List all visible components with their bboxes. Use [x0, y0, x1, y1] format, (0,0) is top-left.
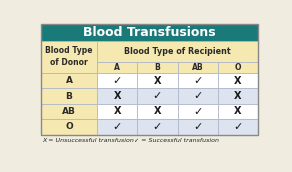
- Text: ✓: ✓: [112, 76, 122, 86]
- Text: ✓: ✓: [193, 122, 202, 132]
- Bar: [178, 73, 218, 88]
- Text: X = Unsuccessful transfusion: X = Unsuccessful transfusion: [43, 138, 135, 143]
- Bar: [41, 24, 258, 135]
- Text: X: X: [234, 106, 242, 116]
- Text: ✓: ✓: [233, 122, 243, 132]
- Bar: [137, 73, 178, 88]
- Bar: [178, 119, 218, 135]
- Text: O: O: [65, 122, 73, 131]
- Bar: [97, 88, 137, 104]
- Bar: [137, 104, 178, 119]
- Bar: [218, 73, 258, 88]
- Bar: [41, 73, 97, 88]
- Bar: [178, 62, 218, 73]
- Text: ✓ = Successful transfusion: ✓ = Successful transfusion: [134, 138, 219, 143]
- Text: ✓: ✓: [153, 122, 162, 132]
- Text: X: X: [234, 76, 242, 86]
- Bar: [218, 104, 258, 119]
- Text: AB: AB: [62, 107, 76, 116]
- Bar: [178, 104, 218, 119]
- Bar: [137, 88, 178, 104]
- Text: O: O: [235, 63, 241, 72]
- Text: B: B: [154, 63, 160, 72]
- Bar: [137, 119, 178, 135]
- Text: A: A: [65, 76, 72, 85]
- Text: AB: AB: [192, 63, 204, 72]
- Text: ✓: ✓: [193, 91, 202, 101]
- Text: X: X: [113, 106, 121, 116]
- Bar: [97, 119, 137, 135]
- Bar: [97, 41, 258, 62]
- Text: X: X: [154, 76, 161, 86]
- Bar: [218, 88, 258, 104]
- Text: A: A: [114, 63, 120, 72]
- Text: Blood Transfusions: Blood Transfusions: [83, 26, 216, 39]
- Bar: [41, 24, 258, 41]
- Bar: [218, 62, 258, 73]
- Text: Blood Type
of Donor: Blood Type of Donor: [45, 46, 93, 67]
- Text: Blood Type of Recipient: Blood Type of Recipient: [124, 47, 231, 56]
- Text: ✓: ✓: [193, 106, 202, 116]
- Bar: [97, 73, 137, 88]
- Bar: [97, 62, 137, 73]
- Bar: [218, 119, 258, 135]
- Bar: [41, 88, 97, 104]
- Text: X: X: [234, 91, 242, 101]
- Bar: [41, 104, 97, 119]
- Text: B: B: [66, 92, 72, 101]
- Bar: [137, 62, 178, 73]
- Text: ✓: ✓: [153, 91, 162, 101]
- Bar: [97, 104, 137, 119]
- Bar: [41, 119, 97, 135]
- Bar: [178, 88, 218, 104]
- Text: X: X: [154, 106, 161, 116]
- Text: ✓: ✓: [112, 122, 122, 132]
- Text: ✓: ✓: [193, 76, 202, 86]
- Text: X: X: [113, 91, 121, 101]
- Bar: [41, 41, 97, 73]
